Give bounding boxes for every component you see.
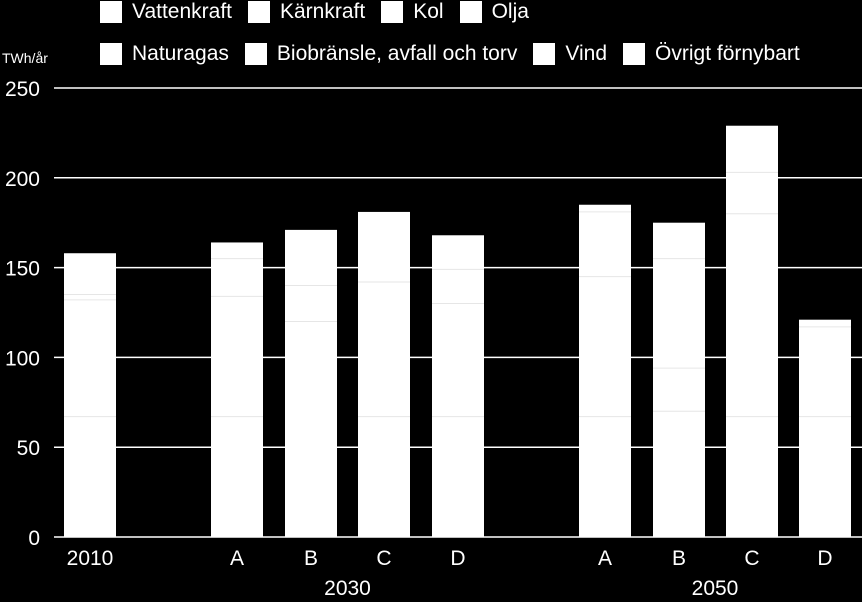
legend-label: Vattenkraft	[132, 0, 232, 23]
legend-label: Olja	[491, 0, 529, 23]
bar	[64, 253, 116, 537]
x-tick-label: D	[450, 547, 465, 570]
group-label: 2050	[692, 577, 739, 600]
x-tick-label: D	[817, 547, 832, 570]
legend-item-biobransle: Biobränsle, avfall och torv	[244, 42, 518, 66]
x-tick-labels: 2010 A B C D A B C D	[67, 547, 833, 570]
legend-row-1: Vattenkraft Kärnkraft Kol Olja	[100, 0, 535, 24]
legend-swatch	[100, 1, 122, 23]
y-tick-label: 250	[5, 78, 40, 101]
legend-label: Biobränsle, avfall och torv	[276, 42, 518, 65]
legend-item-olja: Olja	[459, 0, 529, 24]
y-tick-label: 200	[5, 168, 40, 191]
bar	[358, 211, 410, 537]
bar	[799, 319, 851, 537]
legend-swatch	[100, 43, 122, 65]
legend-swatch	[533, 43, 556, 65]
y-tick-label: 150	[5, 258, 40, 281]
legend-item-ovrigt-fornybart: Övrigt förnybart	[623, 42, 800, 66]
bar	[285, 229, 337, 537]
bar	[432, 235, 484, 537]
y-tick-label: 50	[17, 437, 40, 460]
legend-swatch	[244, 43, 267, 65]
legend-swatch	[459, 1, 482, 23]
y-tick-label: 100	[5, 347, 40, 370]
y-tick-labels: 0 50 100 150 200 250	[5, 78, 40, 550]
y-axis-label: TWh/år	[2, 50, 48, 66]
x-tick-label: C	[376, 547, 391, 570]
x-tick-label: B	[672, 547, 686, 570]
x-tick-label: B	[304, 547, 318, 570]
group-label: 2030	[324, 577, 371, 600]
legend-item-naturagas: Naturagas	[100, 42, 229, 66]
legend-swatch	[381, 1, 404, 23]
x-tick-label: 2010	[67, 547, 114, 570]
legend-swatch	[248, 1, 270, 23]
x-tick-label: A	[230, 547, 244, 570]
bar	[726, 125, 778, 537]
legend-label: Kärnkraft	[280, 0, 366, 23]
bars	[64, 125, 851, 538]
legend-item-vind: Vind	[533, 42, 607, 66]
bar	[579, 204, 631, 538]
legend-label: Övrigt förnybart	[655, 42, 800, 65]
x-tick-label: A	[598, 547, 612, 570]
group-labels: 2030 2050	[324, 577, 738, 600]
legend-label: Vind	[565, 42, 608, 65]
legend-item-kol: Kol	[381, 0, 444, 24]
legend-item-karnkraft: Kärnkraft	[248, 0, 365, 24]
x-tick-label: C	[744, 547, 759, 570]
y-tick-label: 0	[28, 527, 40, 550]
bar	[653, 222, 705, 537]
legend-swatch	[623, 43, 646, 65]
legend-row-2: Naturagas Biobränsle, avfall och torv Vi…	[100, 42, 806, 66]
legend-label: Naturagas	[132, 42, 229, 65]
bar	[211, 242, 263, 537]
legend-label: Kol	[413, 0, 444, 23]
legend-item-vattenkraft: Vattenkraft	[100, 0, 232, 24]
